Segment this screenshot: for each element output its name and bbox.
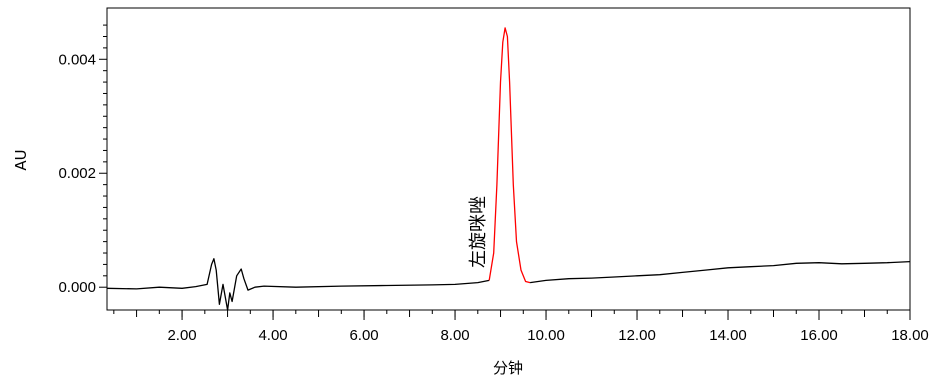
x-axis-title: 分钟 [493,359,523,377]
x-axis: 2.00 4.00 6.00 8.00 10.00 12.00 14.00 16.00 18.0… [113,310,929,344]
x-tick-label: 10.00 [527,327,565,344]
series-line-2 [488,27,531,284]
series-line-3 [530,260,911,284]
y-tick-label: 0.004 [58,51,96,68]
y-axis: 0.000 0.002 0.004 [58,24,107,296]
x-tick-label: 8.00 [440,327,469,344]
x-tick-label: 14.00 [709,327,747,344]
x-tick-label: 6.00 [349,327,378,344]
plot-lines [106,27,911,311]
y-axis-title: AU [12,149,30,170]
x-tick-label: 16.00 [800,327,838,344]
x-tick-label: 2.00 [167,327,196,344]
y-tick-label: 0.002 [58,165,96,182]
series-line-1 [106,258,490,311]
x-tick-label: 12.00 [618,327,656,344]
y-tick-label: 0.000 [58,279,96,296]
peak-label: 左旋咪唑 [468,196,489,268]
x-tick-label: 4.00 [258,327,287,344]
plot-frame [106,7,911,311]
x-tick-label: 18.00 [891,327,929,344]
